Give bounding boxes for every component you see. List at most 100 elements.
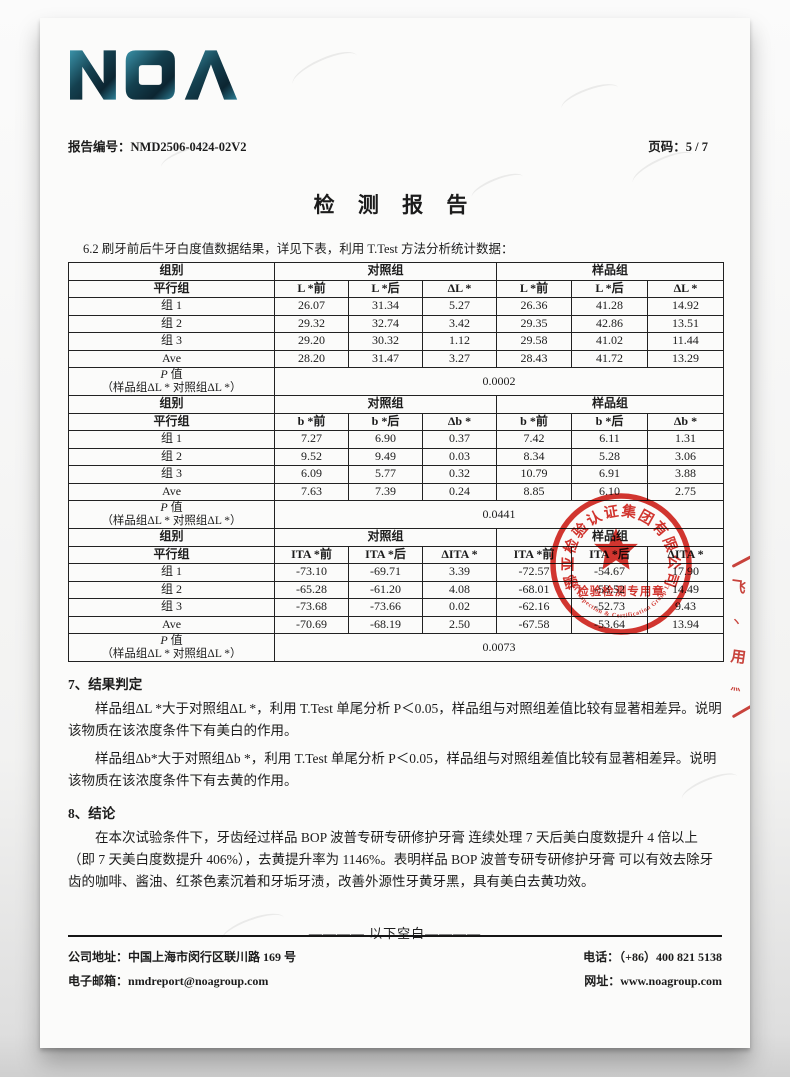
table-row: 组 2 29.32 32.74 3.42 29.35 42.86 13.51 [68, 314, 724, 333]
table-cell: 7.42 [496, 430, 572, 449]
p-value-row: P 值 （样品组ΔL * 对照组ΔL *） 0.0441 [68, 500, 724, 530]
address-label: 公司地址： [68, 950, 129, 964]
table-group-header: 组别 对照组 样品组 [68, 528, 724, 547]
sub-header-cell: b *后 [348, 412, 423, 432]
table-cell: 组 3 [68, 332, 275, 351]
table-cell: -73.68 [274, 598, 349, 617]
sub-header-cell: L *前 [496, 279, 572, 298]
table-cell: -68.01 [496, 580, 572, 600]
judgement-paragraph-2: 样品组Δb*大于对照组Δb *，利用 T.Test 单尾分析 P＜0.05，样品… [68, 750, 717, 788]
table-cell: 组 3 [68, 598, 275, 617]
p-word: 值 [167, 633, 183, 648]
table-cell: 2.50 [422, 615, 497, 635]
table-cell: 29.35 [496, 314, 572, 333]
table-sub-header: 平行组 ITA *前 ITA *后 ΔITA * ITA *前 ITA *后 Δ… [68, 545, 724, 565]
table-cell: -52.73 [571, 598, 648, 617]
table-cell: 6.10 [571, 482, 648, 502]
table-cell: Ave [68, 349, 275, 368]
table-row: 组 1 -73.10 -69.71 3.39 -72.57 -54.67 17.90 [68, 563, 724, 582]
table-sub-header: 平行组 L *前 L *后 ΔL * L *前 L *后 ΔL * [68, 279, 724, 298]
seam-stamp-fragment: 丶 [730, 616, 743, 630]
table-cell: 30.32 [348, 332, 423, 351]
sub-header-cell: Δb * [422, 412, 497, 432]
table-cell: 0.03 [422, 447, 497, 467]
sub-header-cell: b *后 [571, 412, 648, 432]
p-symbol: P [160, 633, 168, 648]
table-cell: 13.29 [647, 349, 724, 368]
table-cell: -62.16 [496, 598, 572, 617]
sample-group-header: 样品组 [496, 262, 724, 281]
phone-label: 电话： [583, 950, 620, 964]
table-row: Ave 7.63 7.39 0.24 8.85 6.10 2.75 [68, 482, 724, 502]
report-number-value: NMD2506-0424-02V2 [130, 140, 247, 154]
table-cell: 5.28 [571, 447, 648, 467]
sub-header-cell: ITA *后 [348, 545, 423, 565]
table-cell: 0.02 [422, 598, 497, 617]
page-number: 页码：5 / 7 [648, 136, 722, 155]
p-word: 值 [167, 500, 183, 515]
seam-stamp-fragment: 飞 [729, 579, 747, 597]
intro-text: 6.2 刷牙前后牛牙白度值数据结果，详见下表，利用 T.Test 方法分析统计数… [83, 242, 514, 256]
table-cell: -73.66 [348, 598, 423, 617]
table-group-header: 组别 对照组 样品组 [68, 262, 724, 281]
sub-header-cell: b *前 [496, 412, 572, 432]
table-cell: 6.09 [274, 465, 349, 484]
table-cell: 9.49 [348, 447, 423, 467]
logo-row [70, 44, 750, 108]
phone-value: （+86）400 821 5138 [619, 950, 722, 964]
table-cell: 组 1 [68, 430, 275, 449]
sample-group-header: 样品组 [496, 395, 724, 414]
report-page: 报告编号：NMD2506-0424-02V2 页码：5 / 7 检 测 报 告 … [40, 18, 750, 1048]
sub-header-cell: ITA *后 [571, 545, 648, 565]
table-cell: -65.28 [274, 580, 349, 600]
table-cell: 26.07 [274, 297, 349, 316]
table-cell: 7.27 [274, 430, 349, 449]
sub-header-cell: 平行组 [68, 279, 275, 298]
table-sub-header: 平行组 b *前 b *后 Δb * b *前 b *后 Δb * [68, 412, 724, 432]
section-heading: 7、结果判定 [68, 677, 143, 693]
p-sub-label: （样品组ΔL * 对照组ΔL *） [101, 381, 242, 394]
p-sub-label: （样品组ΔL * 对照组ΔL *） [101, 514, 242, 527]
report-number-label: 报告编号： [68, 140, 131, 154]
table-cell: -73.10 [274, 563, 349, 582]
table-cell: 4.08 [422, 580, 497, 600]
seam-stamp-stroke [731, 704, 750, 719]
table-cell: 14.92 [647, 297, 724, 316]
sub-header-cell: ΔITA * [647, 545, 724, 565]
group-col-header: 组别 [68, 528, 275, 547]
section-conclusion: 8、结论 在本次试验条件下，牙齿经过样品 BOP 波普专研专研修护牙膏 连续处理… [68, 802, 722, 893]
seam-stamp-fragment: 灬 [730, 681, 742, 694]
table-cell: 28.43 [496, 349, 572, 368]
table-cell: 组 3 [68, 465, 275, 484]
table-row: 组 3 6.09 5.77 0.32 10.79 6.91 3.88 [68, 465, 724, 484]
report-number: 报告编号：NMD2506-0424-02V2 [68, 136, 246, 155]
table-cell: 41.28 [571, 297, 648, 316]
table-row: 组 1 26.07 31.34 5.27 26.36 41.28 14.92 [68, 297, 724, 316]
p-value-label: P 值 （样品组ΔL * 对照组ΔL *） [68, 366, 275, 397]
table-cell: 3.27 [422, 349, 497, 368]
logo-letter-n [70, 50, 116, 100]
address-value: 中国上海市闵行区联川路 169 号 [128, 950, 297, 964]
table-row: 组 2 9.52 9.49 0.03 8.34 5.28 3.06 [68, 447, 724, 467]
footer-right: 电话：（+86）400 821 5138 网址：www.noagroup.com [583, 948, 722, 996]
table-row: 组 1 7.27 6.90 0.37 7.42 6.11 1.31 [68, 430, 724, 449]
table-cell: 0.24 [422, 482, 497, 502]
sub-header-cell: ΔL * [422, 279, 497, 298]
table-row: 组 3 -73.68 -73.66 0.02 -62.16 -52.73 9.43 [68, 598, 724, 617]
page-number-value: 5 / 7 [685, 140, 708, 154]
table-cell: Ave [68, 482, 275, 502]
meta-row: 报告编号：NMD2506-0424-02V2 页码：5 / 7 [68, 136, 722, 155]
table-cell: -69.71 [348, 563, 423, 582]
table-cell: 组 2 [68, 580, 275, 600]
sub-header-cell: ΔITA * [422, 545, 497, 565]
table-cell: -72.57 [496, 563, 572, 582]
p-value-label: P 值 （样品组ΔL * 对照组ΔL *） [68, 633, 275, 663]
table-cell: 28.20 [274, 349, 349, 368]
page-footer: 公司地址：中国上海市闵行区联川路 169 号 电子邮箱：nmdreport@no… [68, 935, 722, 996]
sub-header-cell: ITA *前 [274, 545, 349, 565]
table-cell: Ave [68, 615, 275, 635]
table-cell: -54.67 [571, 563, 648, 582]
table-cell: 6.91 [571, 465, 648, 484]
section-heading: 8、结论 [68, 806, 116, 822]
p-value-row: P 值 （样品组ΔL * 对照组ΔL *） 0.0002 [68, 366, 724, 397]
